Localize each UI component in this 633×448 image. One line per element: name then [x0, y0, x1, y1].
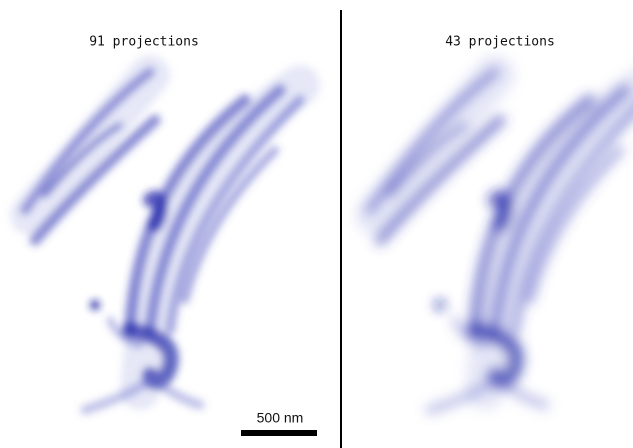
panel-left: 91 projections 500 nm: [25, 35, 317, 437]
panel-label: 91 projections: [89, 35, 199, 50]
figure: 91 projections 500 nm 43 projections: [0, 0, 633, 448]
scale-bar-label: 500 nm: [257, 410, 304, 426]
scale-bar: [241, 430, 317, 436]
panel-right: 43 projections: [370, 35, 633, 411]
panel-label: 43 projections: [445, 35, 555, 50]
